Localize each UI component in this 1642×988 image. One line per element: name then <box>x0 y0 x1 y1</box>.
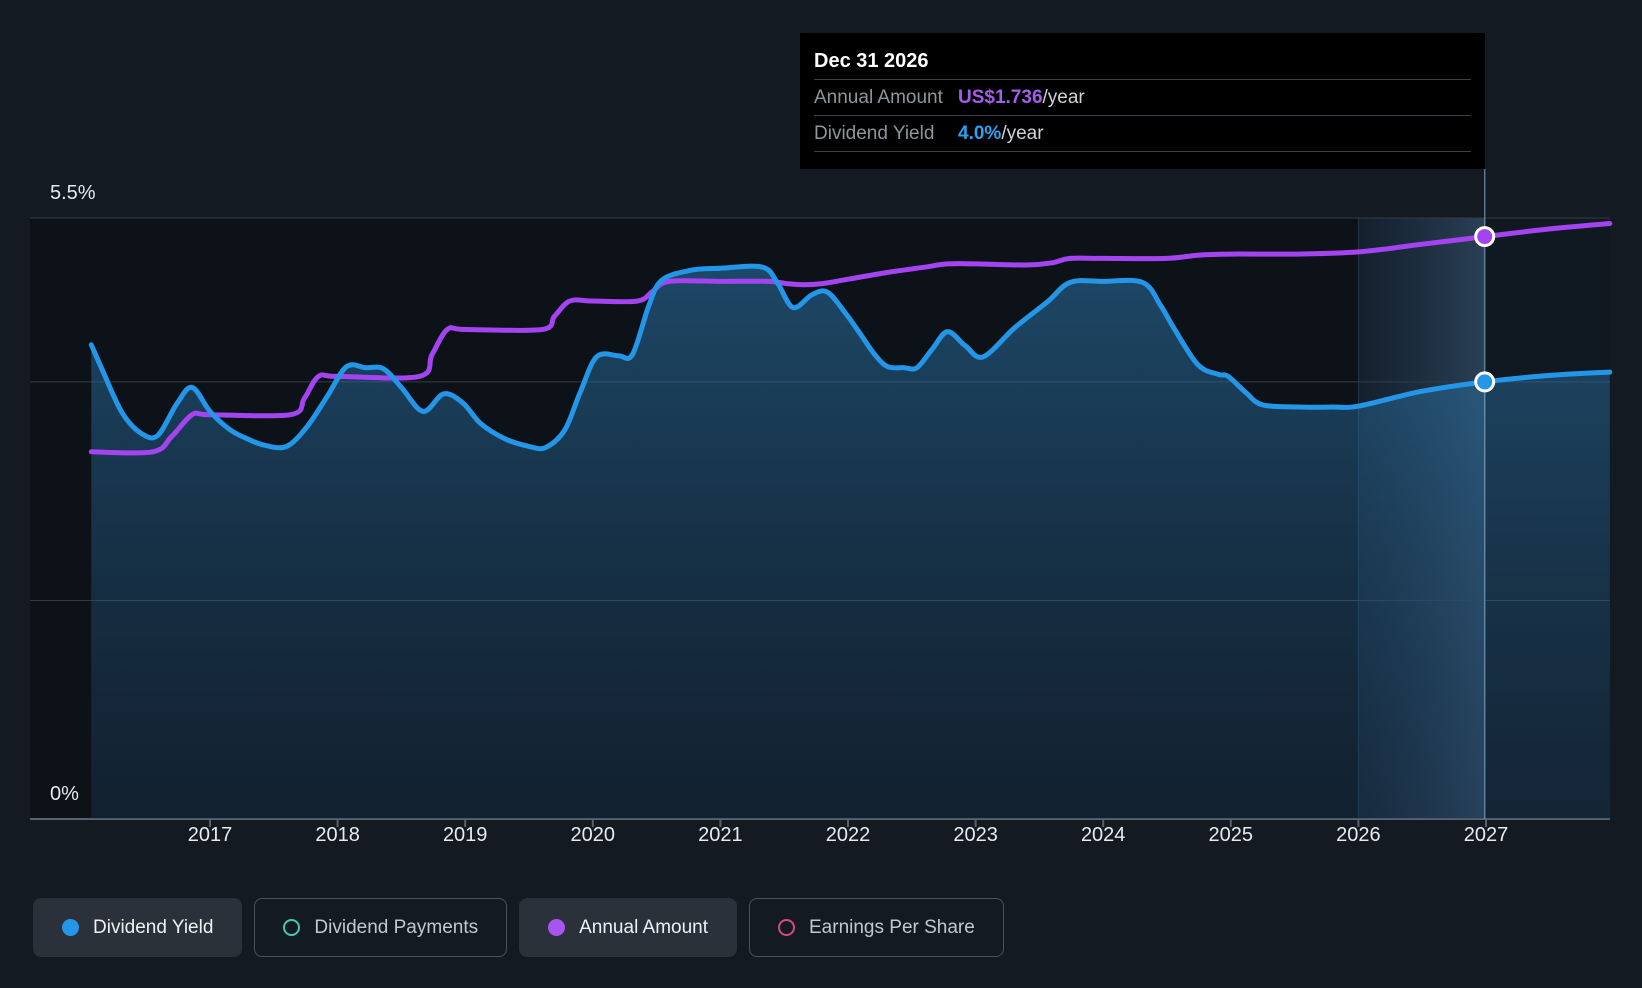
x-label-2024: 2024 <box>1080 824 1126 846</box>
tooltip-date: Dec 31 2026 <box>814 50 929 72</box>
filled-dot-icon <box>62 919 79 936</box>
x-label-2026: 2026 <box>1336 824 1381 846</box>
yield-area-fill <box>91 266 1610 820</box>
tooltip-row-label: Dividend Yield <box>814 122 935 144</box>
tooltip-row-label: Annual Amount <box>814 86 943 108</box>
x-label-2017: 2017 <box>187 824 233 846</box>
x-label-2023: 2023 <box>953 824 998 846</box>
dividend-yield-line <box>88 263 1613 452</box>
x-label-2019: 2019 <box>442 824 488 846</box>
x-label-2020: 2020 <box>570 824 616 846</box>
legend-dividend-yield[interactable]: Dividend Yield <box>33 898 243 957</box>
tooltip-row-suffix: /year <box>1001 122 1044 144</box>
dividend-yield-area <box>91 266 1610 820</box>
tooltip-row-value: US$1.736 <box>958 86 1043 108</box>
outline-ring-icon <box>283 919 301 936</box>
y-axis-max-label: 5.5% <box>50 182 96 204</box>
filled-dot-icon <box>548 919 566 936</box>
x-axis-ticks <box>209 819 1487 827</box>
forecast-markers <box>1474 226 1496 393</box>
legend-annual-amount[interactable]: Annual Amount <box>519 898 737 957</box>
x-label-2018: 2018 <box>315 824 360 846</box>
x-label-2025: 2025 <box>1208 824 1254 846</box>
x-label-2021: 2021 <box>698 824 743 846</box>
x-label-2022: 2022 <box>825 824 871 846</box>
legend-label: Dividend Payments <box>314 916 479 938</box>
legend-label: Annual Amount <box>579 916 708 938</box>
annual-amount-marker <box>1474 226 1496 248</box>
legend-label: Earnings Per Share <box>809 916 975 938</box>
tooltip-row: Annual Amount US$1.736/year <box>814 79 1471 115</box>
annual-amount-line <box>88 221 1613 456</box>
tooltip-row: Dividend Yield 4.0%/year <box>814 115 1471 152</box>
series-lines <box>88 221 1613 456</box>
dividend-yield-marker <box>1474 371 1496 393</box>
legend: Dividend Yield Dividend Payments Annual Am… <box>33 898 1004 957</box>
y-axis-zero-label: 0% <box>50 783 79 805</box>
tooltip-rows: Annual Amount US$1.736/year Dividend Yield… <box>814 79 1471 152</box>
tooltip-row-suffix: /year <box>1042 86 1085 108</box>
chart-tooltip: Dec 31 2026 Annual Amount US$1.736/year Di… <box>800 33 1485 169</box>
legend-earnings-per-share[interactable]: Earnings Per Share <box>749 898 1004 957</box>
tooltip-row-value: 4.0% <box>958 122 1002 144</box>
outline-ring-icon <box>778 919 795 936</box>
legend-label: Dividend Yield <box>93 916 214 938</box>
x-label-2027: 2027 <box>1463 824 1509 846</box>
legend-dividend-payments[interactable]: Dividend Payments <box>254 898 508 957</box>
